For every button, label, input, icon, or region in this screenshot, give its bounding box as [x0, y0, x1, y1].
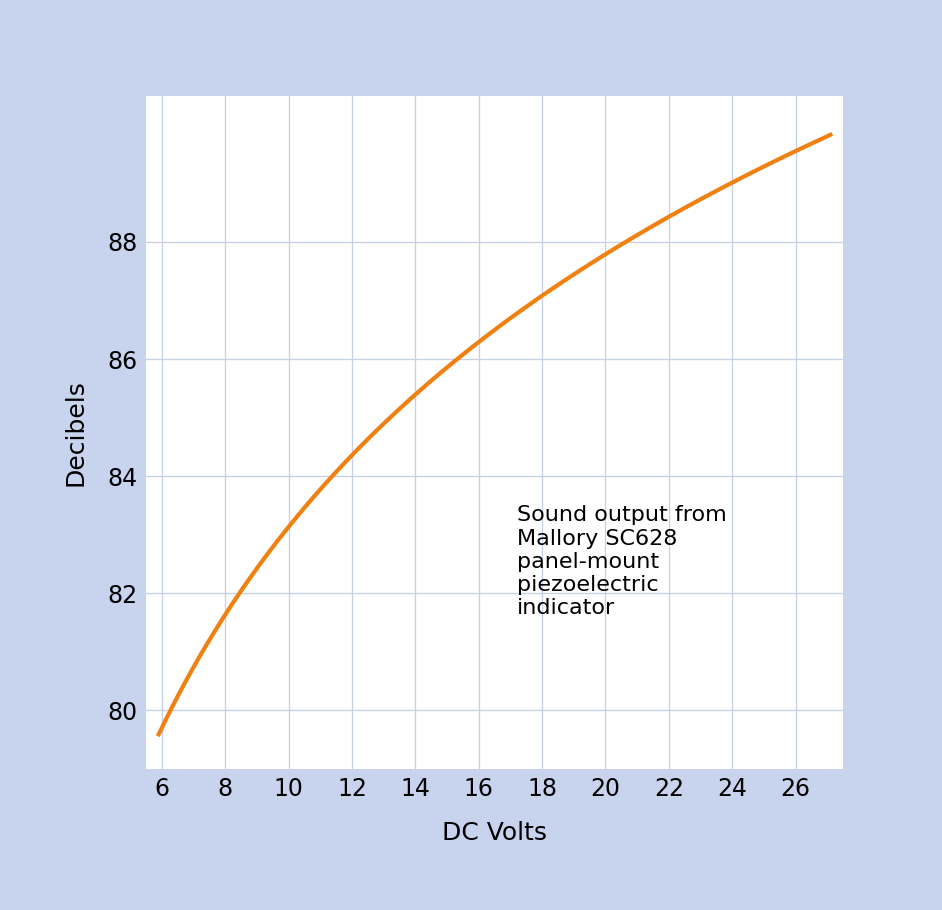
Y-axis label: Decibels: Decibels	[64, 379, 88, 486]
Text: Sound output from
Mallory SC628
panel-mount
piezoelectric
indicator: Sound output from Mallory SC628 panel-mo…	[517, 505, 726, 618]
X-axis label: DC Volts: DC Volts	[442, 821, 547, 844]
